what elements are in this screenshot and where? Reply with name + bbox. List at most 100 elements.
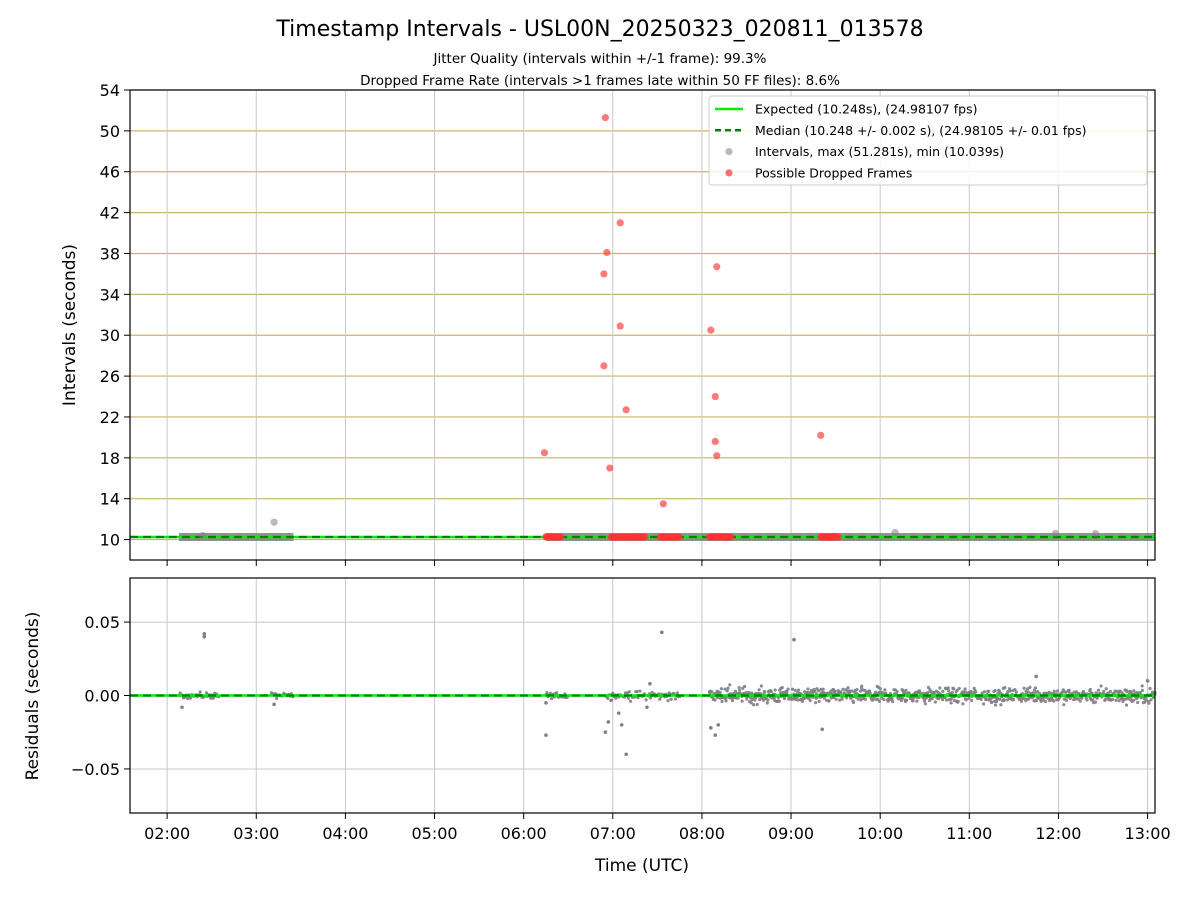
bottom-xtick-label: 02:00 <box>144 824 190 843</box>
residual-point <box>817 689 821 693</box>
bottom-xtick-label: 06:00 <box>501 824 547 843</box>
dropped-frame-point <box>606 464 614 472</box>
residual-point <box>1093 700 1098 704</box>
interval-point <box>1051 529 1060 538</box>
residual-point <box>658 697 662 701</box>
bottom-xtick-label: 10:00 <box>857 824 903 843</box>
residual-point <box>606 696 610 700</box>
residual-point <box>1028 685 1032 689</box>
residual-point <box>628 699 633 703</box>
residual-point <box>922 699 927 703</box>
residual-point <box>813 689 817 694</box>
residual-point <box>1124 703 1129 707</box>
residual-point <box>883 688 887 692</box>
residual-point <box>1034 698 1039 703</box>
residual-point <box>940 698 945 702</box>
bottom-ytick-label: −0.05 <box>71 760 120 779</box>
residual-point <box>777 699 781 703</box>
residual-point <box>202 632 207 636</box>
residual-point <box>740 699 744 703</box>
residual-point <box>627 690 631 694</box>
interval-point <box>270 518 278 526</box>
residual-point <box>272 702 276 707</box>
residual-point <box>710 690 714 694</box>
residual-point <box>773 688 777 692</box>
residual-point <box>895 689 899 694</box>
residual-point <box>638 689 642 693</box>
dropped-frame-point <box>600 362 608 370</box>
residual-point <box>980 691 984 695</box>
residual-point <box>1138 691 1142 695</box>
residual-point <box>1085 698 1089 702</box>
residual-point <box>1052 699 1056 703</box>
residual-point <box>984 697 989 702</box>
bottom-ytick-label: 0.00 <box>84 687 120 706</box>
residual-point <box>736 696 740 700</box>
residual-point <box>1150 690 1155 694</box>
top-ylabel: Intervals (seconds) <box>60 244 80 406</box>
residual-point <box>900 696 905 700</box>
residual-point <box>749 701 753 705</box>
bottom-xtick-label: 11:00 <box>946 824 992 843</box>
residual-point <box>1114 698 1118 702</box>
residual-point <box>1014 690 1018 694</box>
residual-point <box>675 691 679 695</box>
residual-point <box>719 687 723 691</box>
residual-point <box>545 691 549 695</box>
legend-dropped-swatch <box>725 169 733 177</box>
residual-point <box>793 688 797 692</box>
residual-point <box>1080 696 1084 700</box>
residual-point <box>1036 690 1040 694</box>
legend-expected-label: Expected (10.248s), (24.98107 fps) <box>755 102 977 117</box>
top-ytick-label: 26 <box>100 367 120 386</box>
top-ytick-label: 46 <box>100 163 120 182</box>
residual-point <box>1031 691 1035 695</box>
residual-point <box>1102 689 1106 694</box>
residual-point <box>890 696 894 701</box>
residual-point <box>926 690 930 695</box>
residual-point <box>606 720 611 724</box>
residual-point <box>987 689 991 693</box>
residual-point <box>762 689 767 694</box>
legend-intervals-swatch <box>725 148 733 156</box>
residual-point <box>845 696 849 700</box>
chart-subtitle-dropped: Dropped Frame Rate (intervals >1 frames … <box>360 73 840 89</box>
dropped-frame-point <box>834 533 842 541</box>
dropped-frame-point <box>711 392 719 401</box>
residual-point <box>730 699 735 703</box>
residual-point <box>904 688 908 692</box>
residual-point <box>1147 701 1151 705</box>
residual-point <box>808 691 812 695</box>
top-ytick-label: 38 <box>100 244 120 263</box>
dropped-frame-point <box>603 248 611 257</box>
residual-point <box>544 733 548 737</box>
residual-point <box>850 689 854 693</box>
bottom-xtick-label: 05:00 <box>411 824 457 843</box>
residual-point <box>644 698 648 702</box>
residual-point <box>956 699 960 703</box>
bottom-xtick-label: 03:00 <box>233 824 279 843</box>
residual-point <box>1061 688 1065 692</box>
residual-point <box>769 689 773 693</box>
residual-point <box>927 698 932 703</box>
residual-point <box>868 691 872 695</box>
residual-point <box>766 698 770 702</box>
residual-point <box>1006 689 1010 694</box>
residual-point <box>1044 699 1048 704</box>
residual-point <box>745 697 749 701</box>
residual-point <box>989 697 993 701</box>
residual-point <box>635 689 639 694</box>
bottom-xtick-label: 12:00 <box>1035 824 1081 843</box>
residual-point <box>841 687 845 691</box>
residual-point <box>1096 688 1101 692</box>
residual-point <box>933 700 937 704</box>
dropped-frame-point <box>711 437 719 446</box>
residual-point <box>1034 674 1038 679</box>
residual-point <box>753 695 758 700</box>
top-ytick-label: 54 <box>100 81 120 100</box>
residual-point <box>840 697 844 701</box>
residual-point <box>1140 684 1144 688</box>
residual-point <box>1088 687 1092 692</box>
residual-point <box>616 711 621 715</box>
top-ytick-label: 10 <box>100 531 120 550</box>
